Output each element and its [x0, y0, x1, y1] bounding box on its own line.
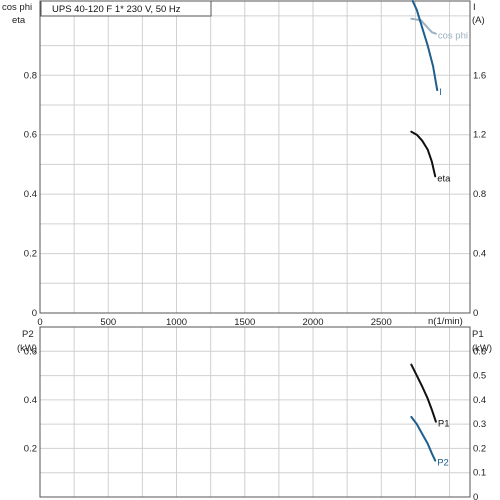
left-tick-label: 0.8 — [24, 70, 37, 81]
chart-title: UPS 40-120 F 1* 230 V, 50 Hz — [52, 4, 181, 15]
right-tick-label: 1.6 — [473, 70, 486, 81]
top-chart-grid — [40, 1, 470, 313]
left-axis-label-eta: eta — [12, 15, 26, 26]
left-axis-label-p2: P2 — [22, 329, 34, 340]
x-tick-label: 500 — [100, 317, 116, 328]
x-axis-label: n(1/min) — [428, 316, 463, 327]
right-tick-label: 0.8 — [473, 189, 486, 200]
right-axis-label-unit-a: (A) — [472, 15, 485, 26]
right-tick-label: 0.3 — [473, 419, 486, 430]
right-tick-label: 0.1 — [473, 468, 486, 479]
chart-title-box — [40, 0, 212, 17]
x-tick-label: 1000 — [166, 317, 187, 328]
right-tick-label: 0.4 — [473, 395, 486, 406]
top-chart-frame — [39, 0, 471, 314]
left-tick-label: 0.4 — [24, 189, 37, 200]
bottom-chart-grid — [40, 327, 470, 497]
x-tick-label: 2000 — [302, 317, 323, 328]
series-line-eta — [410, 130, 437, 178]
series-label-i: I — [439, 87, 442, 98]
right-tick-label: 1.2 — [473, 130, 486, 141]
bottom-chart-series: P1 P2 — [410, 363, 450, 469]
series-line-p2 — [410, 415, 437, 462]
left-tick-label: 0.6 — [24, 346, 37, 357]
right-tick-label: 0.5 — [473, 371, 486, 382]
series-label-cos-phi: cos phi — [438, 31, 468, 42]
x-tick-label: 1500 — [234, 317, 255, 328]
left-axis-label-cos-phi: cos phi — [2, 2, 32, 13]
right-tick-label: 0 — [473, 308, 478, 319]
series-line-cos-phi — [410, 17, 437, 35]
right-tick-label: 0 — [473, 492, 478, 500]
x-tick-label: 2500 — [371, 317, 392, 328]
series-line-p1 — [410, 363, 437, 423]
series-line-i — [411, 0, 439, 92]
left-tick-label: 0.4 — [24, 395, 37, 406]
series-label-p1: P1 — [438, 419, 450, 430]
series-label-eta: eta — [437, 173, 451, 184]
left-tick-label: 0.2 — [24, 443, 37, 454]
right-tick-label: 0.4 — [473, 249, 486, 260]
left-tick-label: 0 — [32, 308, 37, 319]
x-tick-label: 0 — [37, 317, 42, 328]
left-tick-label: 0.6 — [24, 130, 37, 141]
left-tick-label: 0.2 — [24, 249, 37, 260]
right-axis-label-unit-kw: (kW) — [472, 343, 492, 354]
right-axis-label-i: I — [473, 2, 476, 13]
bottom-chart-frame — [39, 326, 471, 498]
top-chart-tick-labels: 0 500 1000 1500 2000 2500 0 0.2 0.4 0.6 0.8 0 0.4 0.8… — [24, 70, 486, 328]
series-label-p2: P2 — [437, 458, 449, 469]
right-tick-label: 0.2 — [473, 443, 486, 454]
right-axis-label-p1: P1 — [472, 329, 484, 340]
bottom-chart-tick-labels: 0.2 0.4 0.6 0 0.1 0.2 0.3 0.4 0.5 0.6 — [24, 346, 486, 500]
left-axis-label-unit-kw: (kW) — [17, 343, 37, 354]
right-tick-label: 0.6 — [473, 346, 486, 357]
